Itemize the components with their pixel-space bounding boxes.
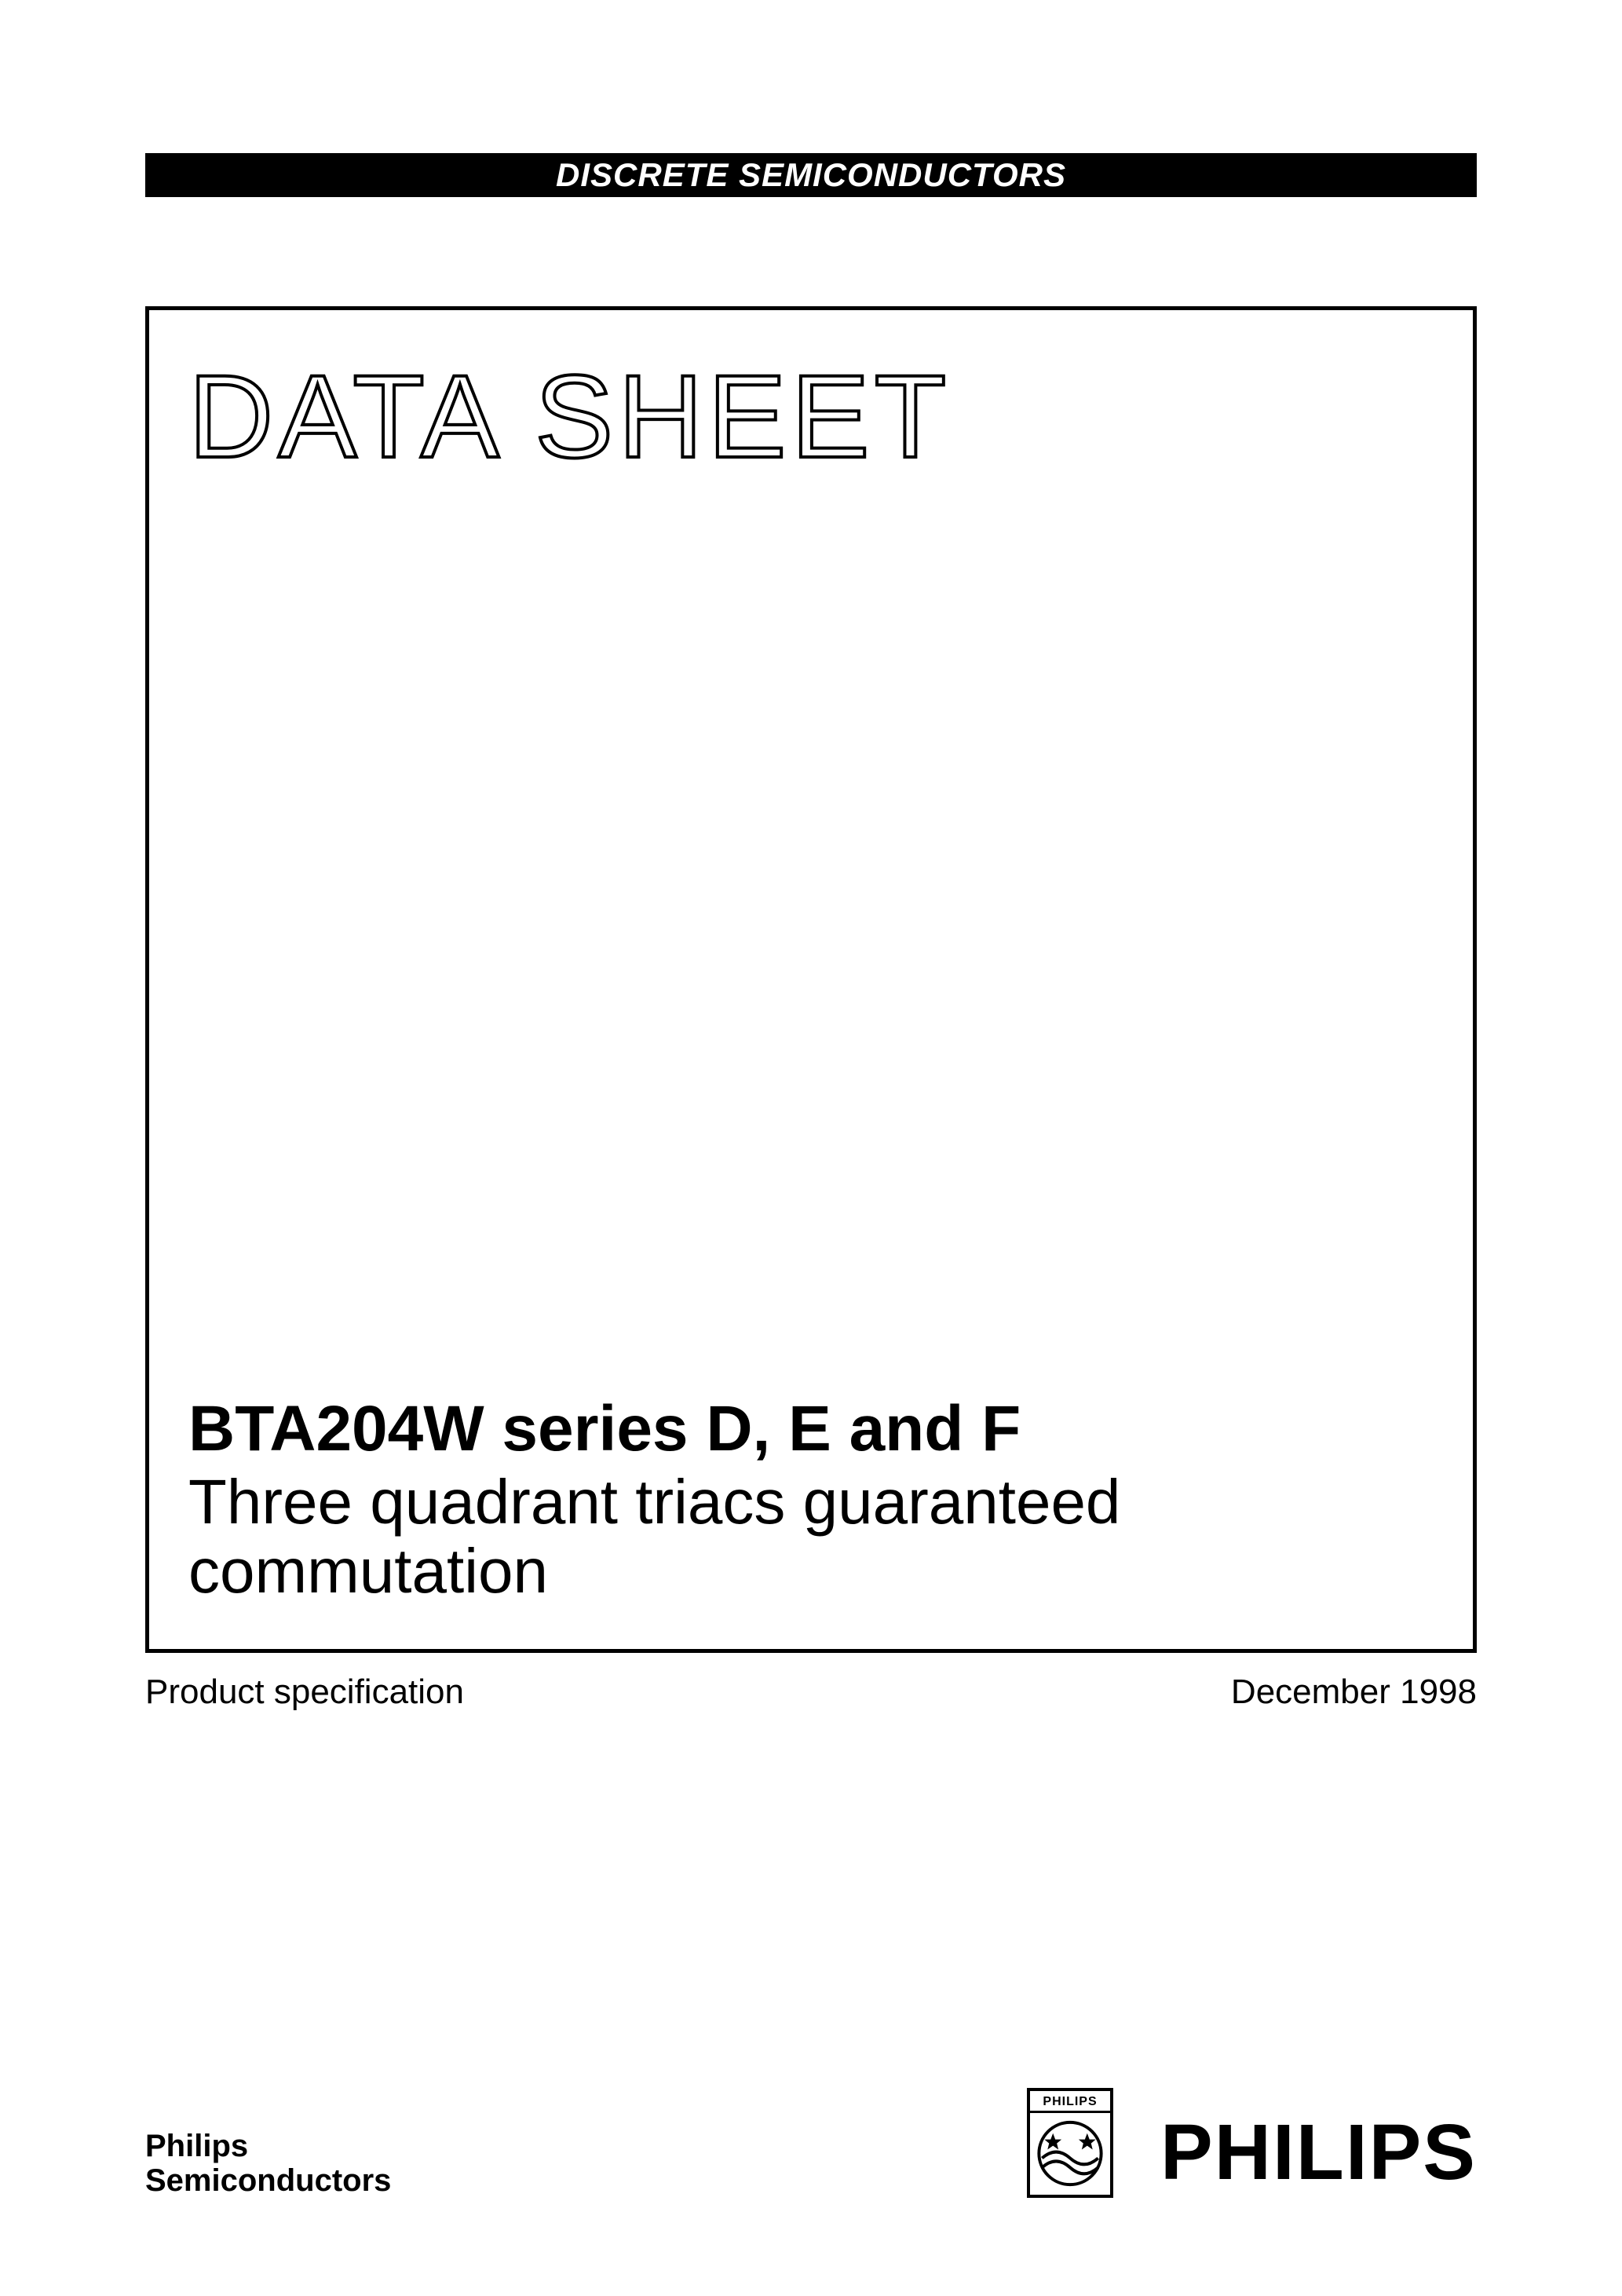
datasheet-outlined-title: DATA SHEET	[188, 357, 1434, 475]
philips-shield-icon: PHILIPS	[1027, 2088, 1113, 2198]
category-label: DISCRETE SEMICONDUCTORS	[556, 156, 1066, 194]
product-title: BTA204W series D, E and F	[188, 1394, 1434, 1464]
shield-graphic-icon	[1030, 2113, 1110, 2195]
below-box-row: Product specification December 1998	[145, 1673, 1477, 1712]
document-type-label: Product specification	[145, 1673, 464, 1712]
footer-brand-line2: Semiconductors	[145, 2163, 391, 2198]
philips-wordmark: PHILIPS	[1160, 2108, 1477, 2198]
datasheet-cover-page: DISCRETE SEMICONDUCTORS DATA SHEET BTA20…	[0, 0, 1622, 2296]
page-footer: Philips Semiconductors PHILIPS PHILIPS	[145, 2088, 1477, 2198]
category-header-bar: DISCRETE SEMICONDUCTORS	[145, 153, 1477, 197]
product-subtitle-line1: Three quadrant triacs guaranteed	[188, 1468, 1434, 1537]
shield-label: PHILIPS	[1030, 2091, 1110, 2113]
content-frame: DATA SHEET BTA204W series D, E and F Thr…	[145, 306, 1477, 1653]
product-subtitle-line2: commutation	[188, 1537, 1434, 1606]
footer-brand-block: Philips Semiconductors	[145, 2129, 391, 2198]
footer-brand-line1: Philips	[145, 2129, 391, 2163]
document-date: December 1998	[1231, 1673, 1477, 1712]
footer-logo-block: PHILIPS PHILIPS	[1027, 2088, 1477, 2198]
product-block: BTA204W series D, E and F Three quadrant…	[188, 1394, 1434, 1606]
